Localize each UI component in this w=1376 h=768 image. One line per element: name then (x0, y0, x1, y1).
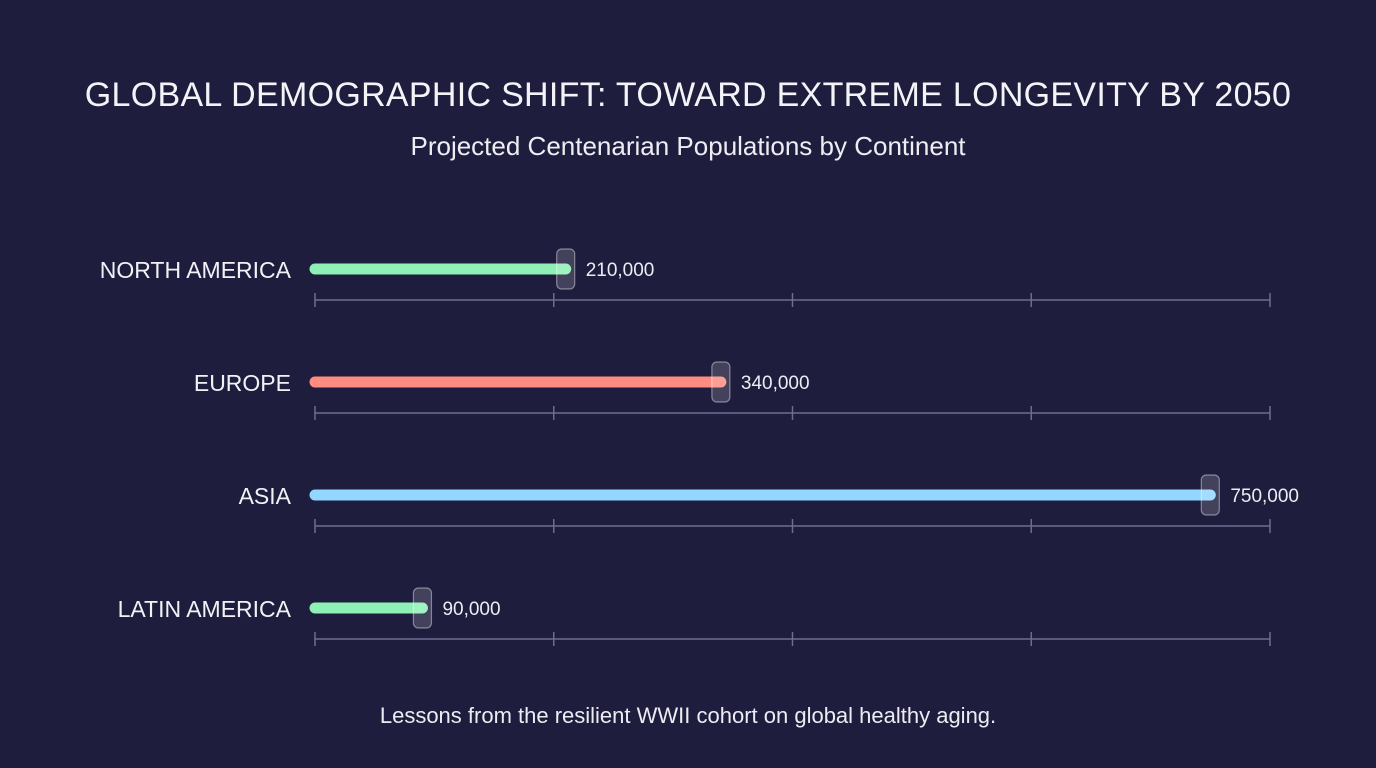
bar-end-handle (1200, 474, 1220, 516)
value-label: 750,000 (1230, 486, 1299, 507)
value-label: 90,000 (442, 599, 500, 620)
bar-end-handle (412, 587, 433, 629)
chart-subtitle: Projected Centenarian Populations by Con… (410, 131, 966, 161)
value-label: 340,000 (741, 373, 810, 394)
category-label: NORTH AMERICA (100, 257, 292, 283)
bar-end-handle (556, 248, 576, 290)
category-label: ASIA (239, 483, 292, 509)
chart-title: GLOBAL DEMOGRAPHIC SHIFT: TOWARD EXTREME… (84, 76, 1292, 114)
category-label: EUROPE (194, 370, 291, 396)
value-label: 210,000 (586, 260, 655, 281)
category-label: LATIN AMERICA (118, 596, 292, 622)
chart-footnote: Lessons from the resilient WWII cohort o… (379, 703, 997, 728)
bar-end-handle (711, 361, 731, 403)
